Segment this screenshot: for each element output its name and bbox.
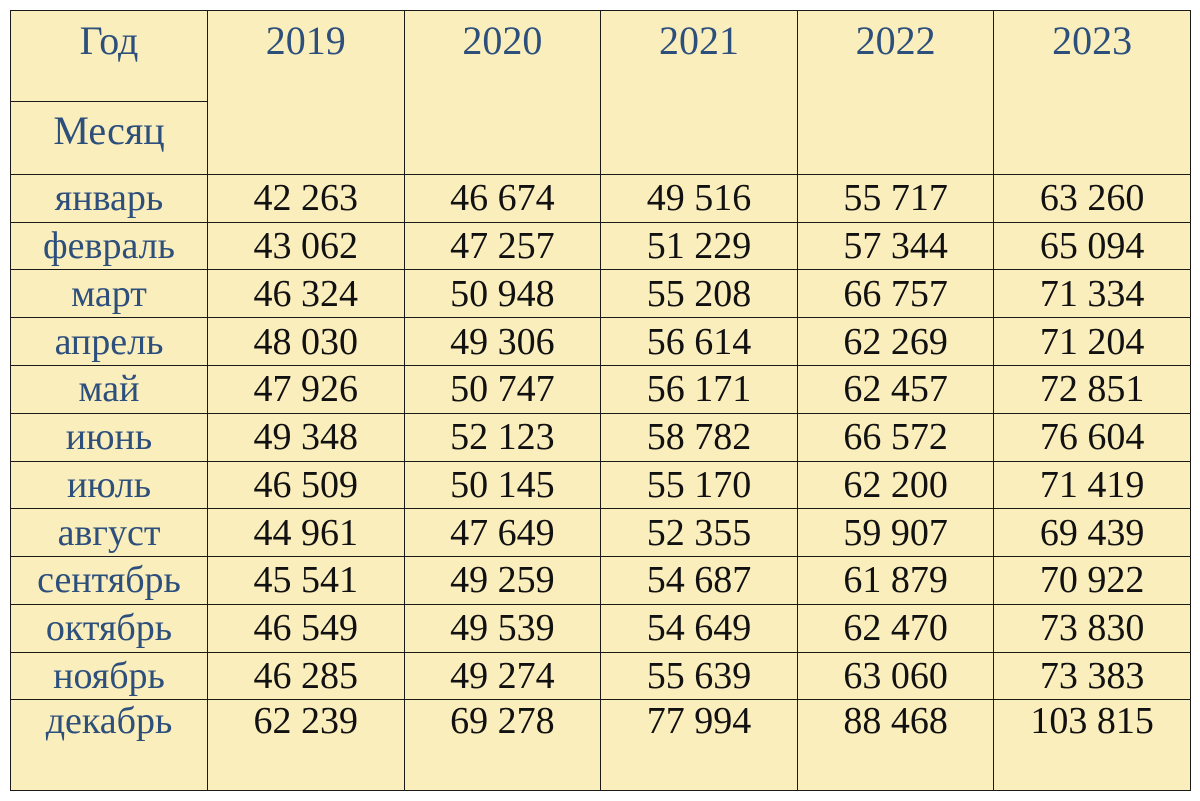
data-table: Год Месяц 2019 2020 2021 2022 2023 январ…: [10, 10, 1191, 791]
table-row: май 47 926 50 747 56 171 62 457 72 851: [10, 365, 1191, 414]
value-cell: 103 815: [993, 699, 1191, 791]
value-cell: 77 994: [600, 699, 798, 791]
value-cell: 55 208: [600, 269, 798, 319]
month-label: май: [10, 365, 208, 414]
value-cell: 46 285: [207, 651, 405, 701]
value-cell: 63 060: [796, 651, 995, 701]
corner-header-cell: Год Месяц: [10, 10, 208, 175]
value-cell: 47 926: [207, 365, 405, 414]
month-label: март: [10, 269, 208, 319]
value-cell: 73 383: [993, 651, 1191, 701]
value-cell: 71 204: [993, 317, 1191, 366]
year-header-2020: 2020: [403, 10, 602, 175]
year-axis-label: Год: [79, 18, 139, 64]
value-cell: 52 355: [600, 508, 798, 558]
table-row: март 46 324 50 948 55 208 66 757 71 334: [10, 269, 1191, 319]
year-header-2019: 2019: [207, 10, 405, 175]
value-cell: 62 269: [796, 317, 995, 366]
value-cell: 49 348: [207, 412, 405, 462]
month-label: февраль: [10, 221, 208, 271]
table-row: июль 46 509 50 145 55 170 62 200 71 419: [10, 460, 1191, 510]
month-label: апрель: [10, 317, 208, 366]
year-header-2021: 2021: [600, 10, 798, 175]
value-cell: 44 961: [207, 508, 405, 558]
month-label: октябрь: [10, 603, 208, 653]
value-cell: 46 674: [403, 173, 602, 223]
month-label: июнь: [10, 412, 208, 462]
value-cell: 52 123: [403, 412, 602, 462]
table-row: февраль 43 062 47 257 51 229 57 344 65 094: [10, 221, 1191, 271]
value-cell: 69 278: [403, 699, 602, 791]
value-cell: 56 171: [600, 365, 798, 414]
table-row: апрель 48 030 49 306 56 614 62 269 71 204: [10, 317, 1191, 366]
value-cell: 71 419: [993, 460, 1191, 510]
value-cell: 71 334: [993, 269, 1191, 319]
value-cell: 54 687: [600, 556, 798, 605]
value-cell: 56 614: [600, 317, 798, 366]
month-label: июль: [10, 460, 208, 510]
month-label: сентябрь: [10, 556, 208, 605]
header-row: Год Месяц 2019 2020 2021 2022 2023: [10, 10, 1191, 175]
value-cell: 48 030: [207, 317, 405, 366]
month-label: январь: [10, 173, 208, 223]
value-cell: 62 457: [796, 365, 995, 414]
value-cell: 76 604: [993, 412, 1191, 462]
month-axis-label: Месяц: [53, 108, 165, 154]
value-cell: 46 549: [207, 603, 405, 653]
year-header-2022: 2022: [796, 10, 995, 175]
value-cell: 59 907: [796, 508, 995, 558]
value-cell: 88 468: [796, 699, 995, 791]
value-cell: 70 922: [993, 556, 1191, 605]
value-cell: 57 344: [796, 221, 995, 271]
value-cell: 49 539: [403, 603, 602, 653]
value-cell: 50 145: [403, 460, 602, 510]
value-cell: 47 257: [403, 221, 602, 271]
value-cell: 72 851: [993, 365, 1191, 414]
table-row: январь 42 263 46 674 49 516 55 717 63 260: [10, 173, 1191, 223]
table-row: ноябрь 46 285 49 274 55 639 63 060 73 383: [10, 651, 1191, 701]
month-label: ноябрь: [10, 651, 208, 701]
table-row: октябрь 46 549 49 539 54 649 62 470 73 830: [10, 603, 1191, 653]
value-cell: 49 259: [403, 556, 602, 605]
corner-divider: [11, 101, 207, 103]
value-cell: 46 324: [207, 269, 405, 319]
value-cell: 62 470: [796, 603, 995, 653]
table-row: декабрь 62 239 69 278 77 994 88 468 103 815: [10, 699, 1191, 791]
value-cell: 45 541: [207, 556, 405, 605]
value-cell: 42 263: [207, 173, 405, 223]
value-cell: 50 948: [403, 269, 602, 319]
value-cell: 43 062: [207, 221, 405, 271]
table-row: июнь 49 348 52 123 58 782 66 572 76 604: [10, 412, 1191, 462]
value-cell: 55 717: [796, 173, 995, 223]
value-cell: 73 830: [993, 603, 1191, 653]
value-cell: 46 509: [207, 460, 405, 510]
value-cell: 66 757: [796, 269, 995, 319]
table-row: август 44 961 47 649 52 355 59 907 69 439: [10, 508, 1191, 558]
value-cell: 69 439: [993, 508, 1191, 558]
value-cell: 50 747: [403, 365, 602, 414]
value-cell: 62 239: [207, 699, 405, 791]
value-cell: 65 094: [993, 221, 1191, 271]
value-cell: 61 879: [796, 556, 995, 605]
value-cell: 66 572: [796, 412, 995, 462]
value-cell: 49 516: [600, 173, 798, 223]
value-cell: 55 639: [600, 651, 798, 701]
table-row: сентябрь 45 541 49 259 54 687 61 879 70 922: [10, 556, 1191, 605]
month-label: декабрь: [10, 699, 208, 791]
value-cell: 55 170: [600, 460, 798, 510]
value-cell: 47 649: [403, 508, 602, 558]
value-cell: 51 229: [600, 221, 798, 271]
value-cell: 49 306: [403, 317, 602, 366]
value-cell: 58 782: [600, 412, 798, 462]
month-label: август: [10, 508, 208, 558]
value-cell: 54 649: [600, 603, 798, 653]
value-cell: 62 200: [796, 460, 995, 510]
value-cell: 63 260: [993, 173, 1191, 223]
year-header-2023: 2023: [993, 10, 1191, 175]
value-cell: 49 274: [403, 651, 602, 701]
